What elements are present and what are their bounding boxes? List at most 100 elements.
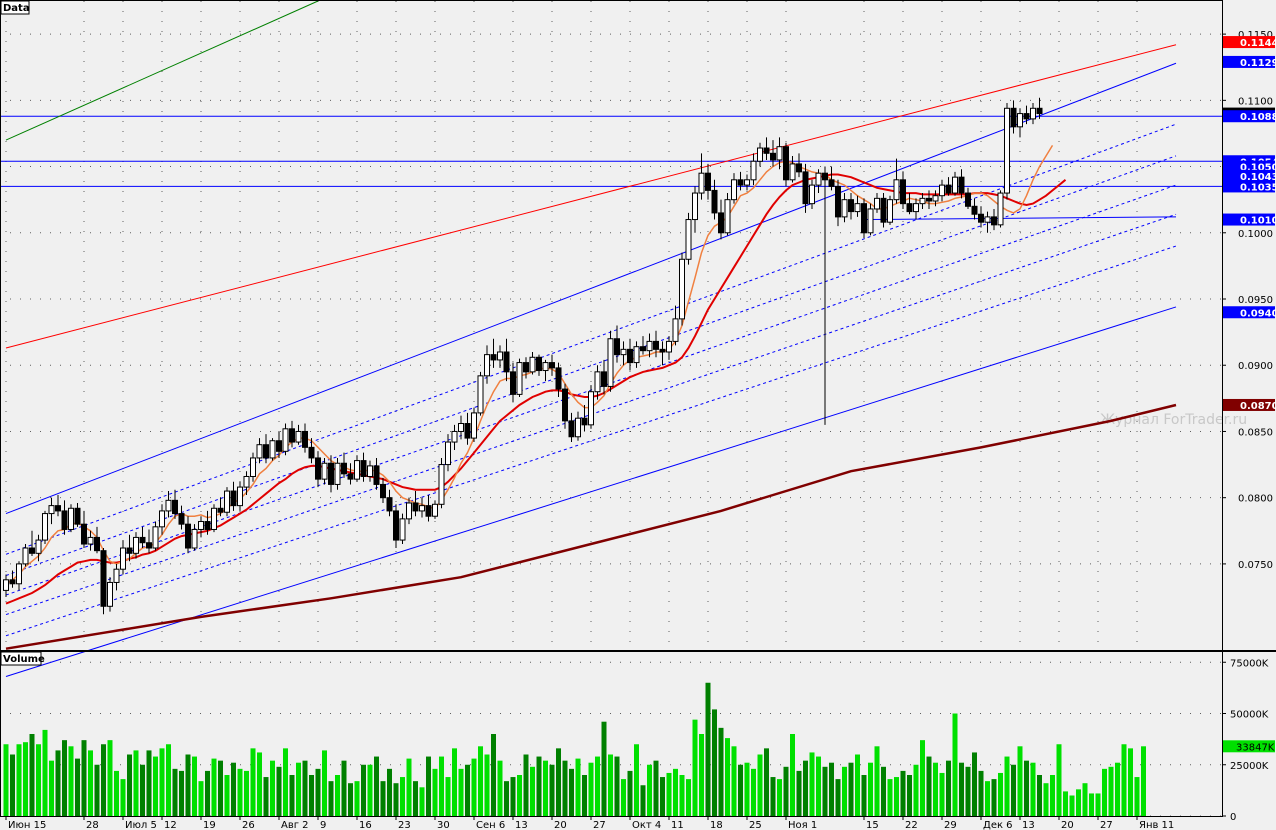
volume-bar [770, 777, 776, 816]
volume-bar [1069, 795, 1075, 816]
volume-bar [1030, 762, 1036, 816]
time-axis-label: Янв 11 [1139, 820, 1174, 830]
volume-bar [705, 682, 711, 816]
volume-bar [224, 775, 230, 816]
candle-body [425, 505, 432, 517]
price-tag-label: 0.1088 [1240, 112, 1276, 123]
volume-bar [608, 754, 613, 816]
moving-average-slow-line [5, 173, 1067, 605]
volume-bar [140, 764, 145, 816]
volume-bar [972, 752, 977, 816]
candle-body [341, 462, 347, 475]
price-tag-box [1223, 213, 1275, 226]
volume-bar [666, 772, 672, 816]
volume-panel-label: Volume [3, 654, 45, 665]
volume-bar [400, 777, 405, 816]
volume-bar [562, 760, 568, 816]
candle-body [406, 502, 412, 520]
volume-bar [757, 754, 763, 816]
candle-body [360, 460, 367, 477]
volume-bar [244, 770, 249, 816]
candle-body [945, 184, 952, 194]
candle-body [815, 172, 822, 186]
volume-bar [335, 775, 340, 816]
candle-body [724, 199, 731, 234]
volume-bar [172, 768, 178, 816]
price-panel-label-box[interactable] [0, 0, 30, 15]
time-axis-label: 29 [944, 820, 957, 830]
candle-body [263, 444, 269, 459]
price-tag-box [1223, 55, 1275, 68]
trendline [5, 62, 1177, 515]
candle-body [672, 318, 679, 342]
volume-bar [1134, 777, 1140, 816]
price-axis-label: 0.0900 [1238, 361, 1273, 372]
candle-body [763, 147, 770, 154]
time-axis: Июн 15 28 Июл 5 12 19 26 Авг 2 9 16 23 30 Сен 6 13 20… [5, 816, 1174, 830]
volume-bar [55, 750, 61, 816]
volume-axis-label: 0 [1230, 812, 1236, 823]
candle-body [919, 197, 926, 205]
candle-body [536, 356, 542, 372]
volume-bar [933, 762, 938, 816]
volume-bar [101, 744, 106, 816]
candle-body [971, 205, 978, 215]
volume-bar [1011, 764, 1016, 816]
volume-bar [153, 756, 158, 816]
price-tag-box [1223, 36, 1275, 49]
price-panel-label: Data [3, 3, 30, 14]
candle-body [198, 521, 204, 530]
candle-body [61, 510, 68, 530]
time-axis-label: 20 [1061, 820, 1074, 830]
volume-bar [491, 734, 496, 816]
price-tag-label: 0.1144 [1240, 38, 1276, 49]
volume-bar [738, 764, 743, 816]
volume-bar [361, 764, 366, 816]
candle-body [627, 348, 633, 364]
candle-body [126, 547, 133, 554]
volume-bar [413, 781, 418, 816]
candle-body [698, 172, 705, 194]
volume-bar [94, 764, 100, 816]
volume-bar [257, 752, 262, 816]
volume-bar [868, 762, 873, 816]
candle-body [1004, 107, 1010, 194]
price-axis-label: 0.1150 [1238, 30, 1273, 41]
candle-body [653, 340, 659, 350]
candle-body [276, 440, 282, 452]
candle-body [978, 213, 984, 223]
candle-body [601, 371, 607, 387]
candle-body [237, 486, 243, 507]
volume-bar [530, 766, 535, 816]
volume-bar [504, 781, 509, 816]
volume-bar [250, 748, 256, 816]
time-axis-label: 23 [398, 820, 411, 830]
candle-body [802, 171, 809, 205]
candle-body [711, 189, 718, 214]
volume-bar [835, 779, 841, 816]
candle-body [718, 212, 724, 234]
candle-body [42, 513, 48, 541]
volume-bar [887, 779, 893, 816]
volume-bar [725, 738, 730, 816]
candle-body [789, 163, 796, 181]
time-axis-label: 13 [515, 820, 528, 830]
candle-body [159, 510, 165, 528]
candle-body [451, 430, 458, 443]
candle-body [191, 528, 198, 549]
volume-bar [673, 768, 678, 816]
candle-body [373, 465, 380, 485]
candle-body [614, 338, 620, 356]
candle-body [386, 497, 393, 512]
price-tag-label: 0.1010 [1240, 216, 1276, 227]
price-axis-label: 0.0850 [1238, 427, 1273, 438]
volume-bar [465, 764, 470, 816]
volume-bar [231, 762, 236, 816]
candle-body [984, 216, 991, 223]
volume-panel-label-box[interactable] [0, 651, 42, 666]
candle-body [29, 547, 35, 554]
candle-body [334, 462, 341, 485]
candle-body [562, 388, 568, 422]
volume-bar [68, 746, 74, 816]
